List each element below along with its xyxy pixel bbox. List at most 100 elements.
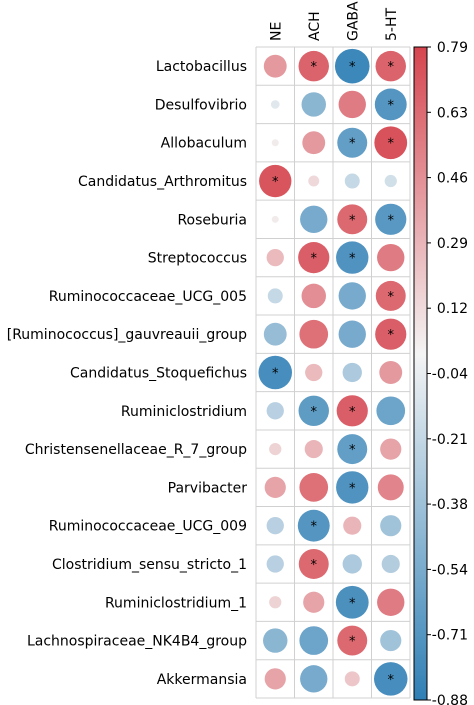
row-label: Ruminiclostridium <box>121 404 247 420</box>
correlation-circle <box>344 671 360 687</box>
correlation-circle <box>377 243 405 272</box>
column-label: 5-HT <box>384 8 400 41</box>
row-label: Parvibacter <box>168 480 248 496</box>
correlation-circle <box>380 438 402 460</box>
correlation-circle <box>380 515 402 537</box>
correlation-circle <box>301 92 326 117</box>
colorbar-tick-label: -0.21 <box>432 432 468 448</box>
correlation-circle <box>305 363 323 382</box>
row-label: Desulfovibrio <box>155 97 247 113</box>
significance-marker: * <box>272 367 279 382</box>
correlation-circle <box>271 215 279 223</box>
correlation-circle <box>381 554 400 574</box>
row-label: Allobaculum <box>161 136 247 152</box>
correlation-circle <box>298 242 330 274</box>
significance-marker: * <box>311 558 318 573</box>
correlation-circle <box>267 288 283 304</box>
correlation-circle <box>266 555 284 573</box>
correlation-circle <box>304 440 323 459</box>
correlation-circle <box>258 355 292 390</box>
row-label: Akkermansia <box>157 672 247 688</box>
column-label: NE <box>268 22 284 41</box>
row-label: [Ruminococcus]_gauvreauii_group <box>7 327 247 343</box>
correlation-circle <box>336 471 369 504</box>
colorbar-tick-label: 0.63 <box>437 105 468 121</box>
correlation-circle <box>375 280 406 311</box>
correlation-circle <box>384 174 397 188</box>
correlation-circle <box>264 668 286 690</box>
colorbar-tick-label: 0.46 <box>437 171 468 187</box>
correlation-circle <box>301 283 326 309</box>
row-label: Ruminiclostridium_1 <box>105 595 247 611</box>
significance-marker: * <box>272 175 279 190</box>
correlation-circle <box>298 50 329 82</box>
colorbar-tick-label: -0.88 <box>432 693 468 705</box>
significance-marker: * <box>349 137 356 152</box>
correlation-circle <box>263 322 287 346</box>
correlation-circle <box>375 318 407 350</box>
row-label: Roseburia <box>177 212 247 228</box>
correlation-circle <box>374 126 408 160</box>
correlation-circle <box>269 442 282 456</box>
row-label: Candidatus_Stoquefichus <box>70 366 247 382</box>
cells: * * * * * * * * * * * * * * * * * * * * * * * <box>258 48 408 696</box>
significance-marker: * <box>349 60 356 75</box>
correlation-circle <box>270 100 280 109</box>
significance-marker: * <box>311 252 318 267</box>
significance-marker: * <box>349 481 356 496</box>
column-label: GABA <box>345 1 361 41</box>
significance-marker: * <box>388 213 395 228</box>
correlation-circle <box>337 434 368 465</box>
correlation-circle <box>338 282 366 310</box>
significance-marker: * <box>311 520 318 535</box>
significance-marker: * <box>349 635 356 650</box>
correlation-circle <box>342 554 362 574</box>
correlation-circle <box>379 361 403 384</box>
correlation-circle <box>344 173 360 189</box>
correlation-circle <box>264 476 286 498</box>
correlation-circle <box>266 517 284 535</box>
correlation-circle <box>297 509 330 542</box>
correlation-circle <box>299 319 329 349</box>
significance-marker: * <box>311 60 318 75</box>
correlation-circle <box>337 127 368 158</box>
correlation-circle <box>298 548 329 579</box>
correlation-circle <box>259 164 292 198</box>
significance-marker: * <box>349 252 356 267</box>
correlation-circle <box>377 588 405 616</box>
row-label: Christensenellaceae_R_7_group <box>25 442 247 458</box>
colorbar-tick-label: 0.79 <box>437 40 468 56</box>
row-label: Candidatus_Arthromitus <box>78 174 247 190</box>
significance-marker: * <box>349 596 356 611</box>
correlation-circle <box>266 402 284 420</box>
colorbar-tick-label: -0.54 <box>432 562 468 578</box>
column-label: ACH <box>307 11 323 41</box>
row-label: Streptococcus <box>148 251 247 267</box>
correlation-circle <box>374 662 408 696</box>
significance-marker: * <box>388 137 395 152</box>
correlation-circle <box>337 625 368 656</box>
correlation-circle <box>266 248 284 267</box>
correlation-circle <box>263 54 287 78</box>
row-label: Lactobacillus <box>156 59 247 75</box>
correlation-circle <box>335 585 369 619</box>
correlation-circle <box>269 596 282 609</box>
significance-marker: * <box>349 213 356 228</box>
correlation-circle <box>300 205 328 234</box>
row-label: Lachnospiraceae_NK4B4_group <box>27 634 247 650</box>
correlation-circle <box>300 665 328 693</box>
correlation-circle <box>375 203 407 235</box>
correlation-circle <box>338 320 366 348</box>
row-label: Clostridium_sensu_stricto_1 <box>52 557 247 573</box>
colorbar-tick-label: 0.12 <box>437 301 468 317</box>
correlation-circle <box>334 48 370 84</box>
colorbar-gradient <box>413 46 428 701</box>
row-label: Ruminococcaceae_UCG_009 <box>49 519 247 535</box>
correlation-circle <box>302 131 326 155</box>
significance-marker: * <box>388 98 395 113</box>
significance-marker: * <box>388 673 395 688</box>
row-labels: Lactobacillus Desulfovibrio Allobaculum Can… <box>7 59 247 688</box>
significance-marker: * <box>388 328 395 343</box>
correlation-circle <box>337 204 368 235</box>
